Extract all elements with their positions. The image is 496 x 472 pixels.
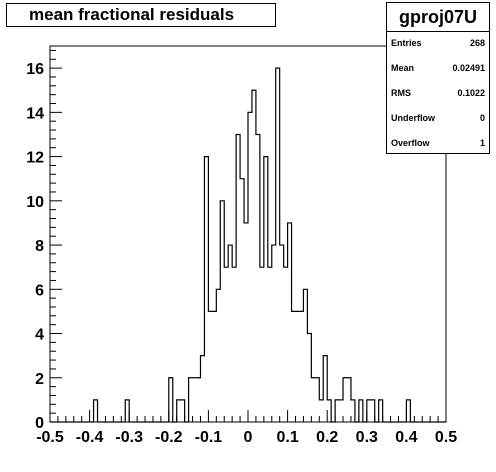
x-tick-label: -0.3 bbox=[115, 429, 143, 446]
histogram-bar bbox=[284, 267, 288, 422]
stat-label: Entries bbox=[391, 38, 422, 48]
stat-value: 0 bbox=[479, 113, 485, 123]
x-tick-label: 0.4 bbox=[395, 429, 417, 446]
x-tick-label: 0.2 bbox=[316, 429, 338, 446]
histogram-bar bbox=[311, 378, 315, 422]
stat-label: RMS bbox=[391, 88, 411, 98]
histogram-bar bbox=[260, 267, 264, 422]
x-tick-label: -0.1 bbox=[195, 429, 223, 446]
stat-value: 1 bbox=[479, 138, 485, 148]
y-tick-label: 2 bbox=[35, 371, 44, 388]
y-tick-label: 10 bbox=[26, 194, 44, 211]
histogram-bar bbox=[252, 90, 256, 422]
histogram-bar bbox=[224, 267, 228, 422]
x-tick-label: -0.5 bbox=[36, 429, 64, 446]
stats-box: gproj07U Entries 268 Mean 0.02491 RMS 0.… bbox=[386, 2, 490, 154]
stat-value: 268 bbox=[469, 38, 485, 48]
chart-title: mean fractional residuals bbox=[29, 5, 235, 24]
y-tick-label: 16 bbox=[26, 61, 44, 78]
stat-value: 0.1022 bbox=[457, 88, 485, 98]
title-box: mean fractional residuals bbox=[6, 3, 276, 27]
y-tick-label: 8 bbox=[35, 238, 44, 255]
stat-label: Mean bbox=[391, 63, 415, 73]
stat-value: 0.02491 bbox=[452, 63, 485, 73]
x-tick-label: 0.5 bbox=[435, 429, 457, 446]
x-tick-label: -0.2 bbox=[155, 429, 183, 446]
y-tick-label: 12 bbox=[26, 150, 44, 167]
histogram-bar bbox=[193, 378, 197, 422]
histogram-bar bbox=[208, 311, 212, 422]
histogram-bar bbox=[339, 400, 343, 422]
y-tick-label: 14 bbox=[26, 105, 44, 122]
histogram-bar bbox=[280, 245, 284, 422]
histogram-outline bbox=[50, 67, 446, 423]
x-tick-label: -0.4 bbox=[76, 429, 104, 446]
histogram-bar bbox=[319, 400, 323, 422]
stats-histogram-name: gproj07U bbox=[387, 3, 489, 32]
histogram-bar bbox=[292, 311, 296, 422]
x-tick-label: 0.1 bbox=[276, 429, 298, 446]
stat-label: Underflow bbox=[391, 113, 435, 123]
x-tick-label: 0.3 bbox=[356, 429, 378, 446]
histogram-bar bbox=[272, 245, 276, 422]
histogram-bar bbox=[232, 267, 236, 422]
histogram-bar bbox=[244, 223, 248, 422]
histogram-bar bbox=[228, 245, 232, 422]
histogram-bar bbox=[197, 378, 201, 422]
y-tick-label: 4 bbox=[35, 327, 44, 344]
histogram-bar bbox=[268, 267, 272, 422]
histogram-bar bbox=[299, 311, 303, 422]
y-tick-label: 6 bbox=[35, 282, 44, 299]
x-tick-label: 0 bbox=[244, 429, 253, 446]
stat-label: Overflow bbox=[391, 138, 430, 148]
histogram-bar bbox=[296, 311, 300, 422]
y-tick-label: 0 bbox=[35, 415, 44, 432]
histogram-bar bbox=[212, 311, 216, 422]
